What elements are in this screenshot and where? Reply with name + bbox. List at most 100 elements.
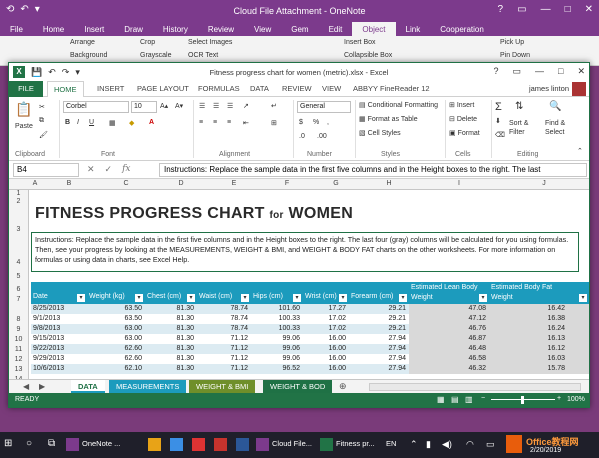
table-cell[interactable]: 27.94 xyxy=(388,345,406,352)
sort-filter-icon[interactable]: ⇅ xyxy=(515,101,524,112)
table-cell[interactable]: 78.74 xyxy=(230,315,248,322)
table-cell[interactable]: 29.21 xyxy=(388,305,406,312)
table-header-chest[interactable]: Chest (cm) ▾ xyxy=(145,282,197,304)
table-cell[interactable]: 63.00 xyxy=(124,325,142,332)
zoom-out-icon[interactable]: − xyxy=(481,395,486,402)
background-button[interactable]: Background xyxy=(70,52,108,59)
delete-cells-button[interactable]: ⊟ Delete xyxy=(449,115,477,123)
table-cell[interactable]: 47.08 xyxy=(409,304,489,314)
tab-view[interactable]: View xyxy=(254,25,272,34)
table-cell[interactable]: 16.03 xyxy=(489,354,589,364)
filter-dropdown-icon[interactable]: ▾ xyxy=(293,294,301,302)
user-name[interactable]: james linton xyxy=(528,84,569,93)
tab-home[interactable]: Home xyxy=(42,25,65,34)
tab-insert[interactable]: Insert xyxy=(84,25,105,34)
tab-edit[interactable]: Edit xyxy=(328,25,343,34)
table-cell[interactable]: 78.74 xyxy=(230,305,248,312)
table-header-forearm[interactable]: Forearm (cm) ▾ xyxy=(349,282,409,304)
table-cell[interactable]: 17.27 xyxy=(328,305,346,312)
normal-view-icon[interactable]: ▦ xyxy=(437,395,445,404)
volume-icon[interactable]: ◀) xyxy=(442,439,452,449)
tab-abbyy[interactable]: ABBYY FineReader 12 xyxy=(353,84,430,93)
table-cell[interactable]: 46.87 xyxy=(409,334,489,344)
tab-history[interactable]: History xyxy=(162,25,188,34)
tab-gem[interactable]: Gem xyxy=(291,25,309,34)
filter-dropdown-icon[interactable]: ▾ xyxy=(241,294,249,302)
tab-object[interactable]: Object xyxy=(352,22,396,36)
taskbar-onenote[interactable]: OneNote ... xyxy=(82,439,121,448)
table-cell[interactable]: 46.48 xyxy=(409,344,489,354)
row-header[interactable]: 9 xyxy=(9,326,29,336)
merge-center-icon[interactable]: ⊞ xyxy=(271,120,277,127)
tab-data[interactable]: DATA xyxy=(250,84,269,93)
wifi-icon[interactable]: ◠ xyxy=(466,439,474,449)
table-cell[interactable]: 71.12 xyxy=(230,345,248,352)
insert-function-icon[interactable]: fx xyxy=(122,164,131,174)
table-cell[interactable]: 81.30 xyxy=(176,315,194,322)
row-header[interactable]: 5 xyxy=(9,270,29,283)
customize-qat-icon[interactable]: ▾ xyxy=(75,66,80,77)
font-name-select[interactable]: Corbel xyxy=(63,101,129,113)
table-cell[interactable]: 81.30 xyxy=(176,325,194,332)
table-cell[interactable]: 16.13 xyxy=(489,334,589,344)
column-header[interactable]: I xyxy=(458,180,460,187)
table-cell[interactable]: 63.50 xyxy=(124,315,142,322)
tab-file[interactable]: FILE xyxy=(9,81,43,97)
start-icon[interactable]: ⊞ xyxy=(4,438,13,449)
search-icon[interactable]: ○ xyxy=(26,438,33,449)
row-header[interactable]: 8 xyxy=(9,304,29,326)
crop-button[interactable]: Crop xyxy=(140,39,156,46)
column-header[interactable]: A xyxy=(32,180,38,187)
maximize-icon[interactable]: □ xyxy=(558,66,564,76)
tab-draw[interactable]: Draw xyxy=(124,25,143,34)
table-cell[interactable]: 47.12 xyxy=(409,314,489,324)
tab-review[interactable]: REVIEW xyxy=(282,84,312,93)
column-header[interactable]: G xyxy=(333,180,339,187)
row-header[interactable]: 12 xyxy=(9,356,29,366)
table-cell[interactable]: 62.60 xyxy=(124,345,142,352)
column-header[interactable]: E xyxy=(231,180,237,187)
grayscale-button[interactable]: Grayscale xyxy=(140,52,172,59)
table-cell[interactable]: 81.30 xyxy=(176,335,194,342)
fill-color-icon[interactable]: ◆ xyxy=(129,120,135,127)
row-header[interactable]: 7 xyxy=(9,296,29,304)
ribbon-display-icon[interactable]: ▭ xyxy=(517,4,527,15)
column-header[interactable]: H xyxy=(386,180,392,187)
table-cell[interactable]: 27.94 xyxy=(388,335,406,342)
row-header[interactable]: 3 xyxy=(9,206,29,256)
taskbar-fitness[interactable]: Fitness pr... xyxy=(336,439,375,448)
table-row[interactable]: 9/15/2013 63.00 81.30 71.12 99.06 16.00 27.94 4… xyxy=(31,334,589,344)
table-cell[interactable]: 16.00 xyxy=(328,335,346,342)
sheet-tab-data[interactable]: DATA xyxy=(71,380,105,393)
page-layout-view-icon[interactable]: ▤ xyxy=(451,395,459,404)
table-cell[interactable]: 96.52 xyxy=(282,365,300,372)
cancel-icon[interactable]: ✕ xyxy=(87,164,95,174)
tab-view[interactable]: VIEW xyxy=(322,84,342,93)
onenote-window-icon[interactable] xyxy=(256,438,269,451)
tab-insert[interactable]: INSERT xyxy=(97,84,125,93)
font-color-icon[interactable]: A xyxy=(149,119,155,126)
format-as-table-button[interactable]: ▦ Format as Table xyxy=(359,115,418,123)
zoom-slider-thumb[interactable] xyxy=(521,396,524,404)
borders-icon[interactable]: ▦ xyxy=(109,120,116,127)
filter-dropdown-icon[interactable]: ▾ xyxy=(77,294,85,302)
word-icon[interactable] xyxy=(236,438,249,451)
table-cell[interactable]: 16.12 xyxy=(489,344,589,354)
table-cell[interactable]: 15.78 xyxy=(489,364,589,374)
decrease-decimal-icon[interactable]: .00 xyxy=(317,133,327,140)
tab-cooperation[interactable]: Cooperation xyxy=(440,25,484,34)
table-cell[interactable]: 16.42 xyxy=(489,304,589,314)
pdf-icon[interactable] xyxy=(214,438,227,451)
paste-button[interactable]: Paste xyxy=(15,123,33,130)
avatar[interactable] xyxy=(572,82,586,96)
table-cell[interactable]: 62.10 xyxy=(124,365,142,372)
filter-dropdown-icon[interactable]: ▾ xyxy=(579,294,587,302)
shrink-font-icon[interactable]: A▾ xyxy=(175,103,184,110)
row-header[interactable]: 1 xyxy=(9,190,29,198)
table-cell[interactable]: 9/1/2013 xyxy=(33,315,61,322)
table-cell[interactable]: 9/8/2013 xyxy=(33,325,61,332)
undo-icon[interactable]: ↶ xyxy=(20,4,29,15)
row-header[interactable]: 11 xyxy=(9,346,29,356)
underline-icon[interactable]: U xyxy=(89,119,95,126)
number-format-select[interactable]: General xyxy=(297,101,351,113)
